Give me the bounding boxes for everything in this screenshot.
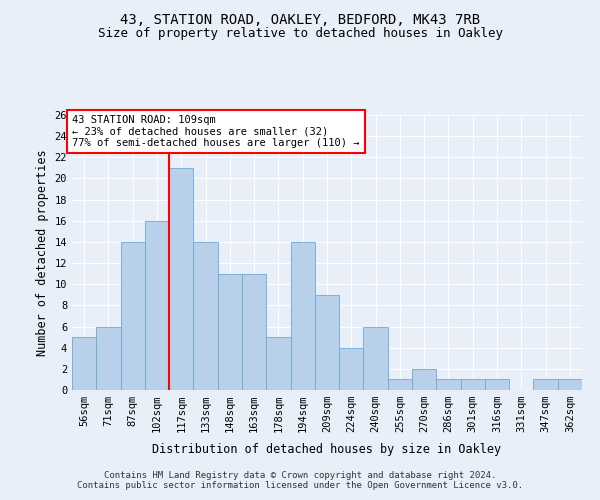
X-axis label: Distribution of detached houses by size in Oakley: Distribution of detached houses by size … (152, 444, 502, 456)
Bar (558, 380, 582, 390)
Bar (533, 380, 558, 390)
Bar (218, 274, 242, 390)
Text: 43, STATION ROAD, OAKLEY, BEDFORD, MK43 7RB: 43, STATION ROAD, OAKLEY, BEDFORD, MK43 … (120, 12, 480, 26)
Bar (145, 221, 169, 390)
Bar (364, 326, 388, 390)
Y-axis label: Number of detached properties: Number of detached properties (36, 149, 49, 356)
Bar (242, 274, 266, 390)
Bar (193, 242, 218, 390)
Bar (266, 337, 290, 390)
Bar (412, 369, 436, 390)
Bar (290, 242, 315, 390)
Bar (121, 242, 145, 390)
Bar (72, 337, 96, 390)
Text: 43 STATION ROAD: 109sqm
← 23% of detached houses are smaller (32)
77% of semi-de: 43 STATION ROAD: 109sqm ← 23% of detache… (72, 115, 359, 148)
Bar (339, 348, 364, 390)
Bar (315, 295, 339, 390)
Bar (436, 380, 461, 390)
Bar (169, 168, 193, 390)
Bar (485, 380, 509, 390)
Text: Size of property relative to detached houses in Oakley: Size of property relative to detached ho… (97, 28, 503, 40)
Text: Contains HM Land Registry data © Crown copyright and database right 2024.
Contai: Contains HM Land Registry data © Crown c… (77, 470, 523, 490)
Bar (96, 326, 121, 390)
Bar (388, 380, 412, 390)
Bar (461, 380, 485, 390)
